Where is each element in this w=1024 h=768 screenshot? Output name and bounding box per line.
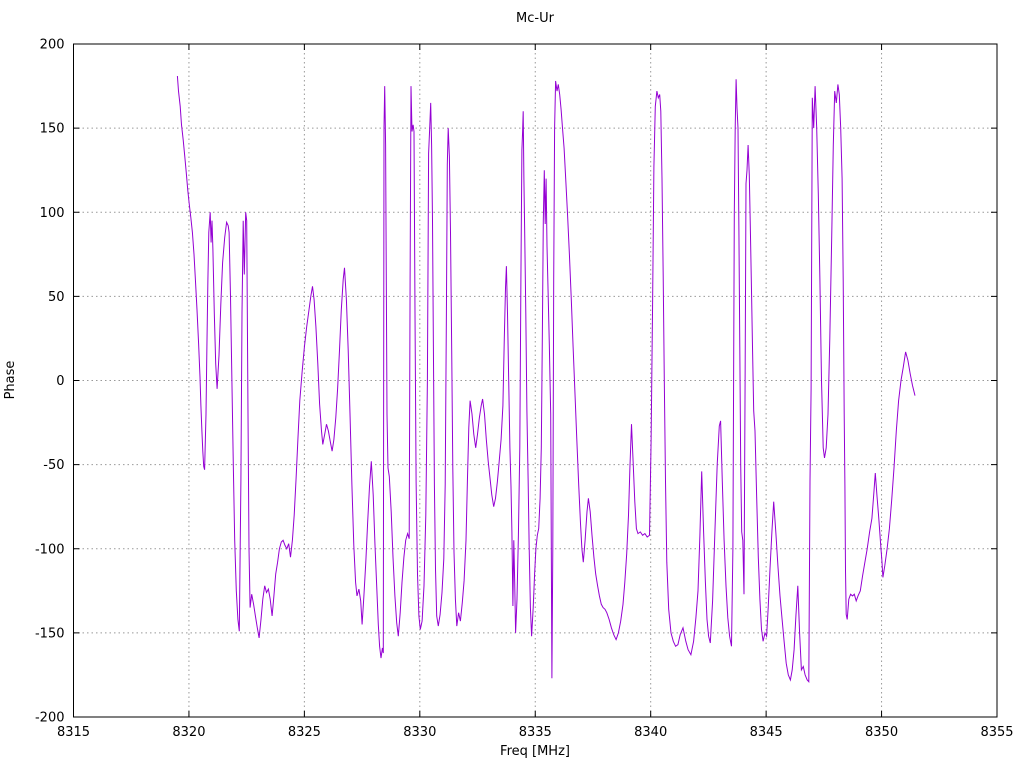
y-tick-label: -100	[35, 542, 65, 557]
data-line-phase	[176, 75, 916, 683]
y-axis-label: Phase	[3, 361, 18, 400]
y-tick-label: 150	[40, 122, 65, 137]
chart-title: Mc-Ur	[516, 11, 555, 26]
plot-border	[73, 43, 998, 718]
x-tick-label: 8350	[865, 725, 898, 740]
x-tick-label: 8330	[403, 725, 436, 740]
y-tick-label: -150	[35, 626, 65, 641]
x-tick-label: 8325	[288, 725, 321, 740]
x-tick-label: 8355	[980, 725, 1013, 740]
y-tick-label: 200	[40, 38, 65, 53]
y-tick-label: 100	[40, 206, 65, 221]
y-tick-label: -200	[35, 711, 65, 726]
y-tick-label: -50	[43, 458, 64, 473]
tick-labels: 8315 8320 8325 8330 8335 8340 8345 8350 8355 -200…	[35, 38, 1014, 741]
x-tick-label: 8315	[57, 725, 90, 740]
x-tick-label: 8345	[750, 725, 783, 740]
y-tick-label: 50	[48, 290, 65, 305]
x-axis-label: Freq [MHz]	[500, 744, 570, 759]
x-tick-label: 8340	[634, 725, 667, 740]
gridlines	[73, 44, 997, 717]
x-tick-label: 8320	[172, 725, 205, 740]
y-tick-label: 0	[56, 374, 64, 389]
x-tick-label: 8335	[519, 725, 552, 740]
